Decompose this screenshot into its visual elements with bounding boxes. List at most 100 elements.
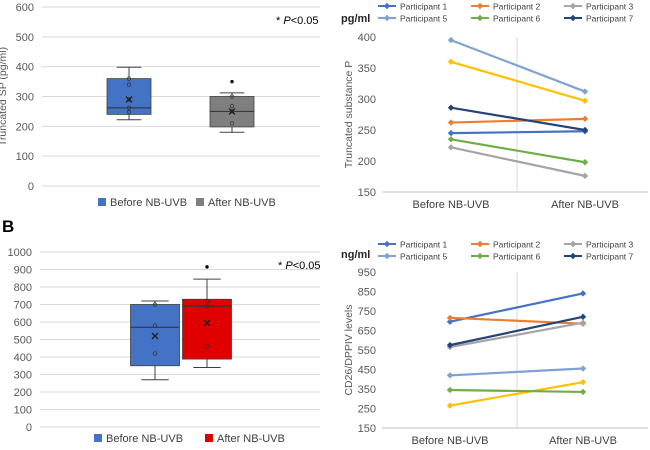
mean-marker xyxy=(228,107,236,115)
data-point xyxy=(229,94,235,99)
data-point xyxy=(229,121,235,126)
legend-label: Participant 1 xyxy=(400,240,448,250)
legend-label: Participant 2 xyxy=(493,2,541,12)
series-line xyxy=(450,60,586,102)
y-tick-label: 600 xyxy=(14,317,32,329)
y-axis-label: CD26/DPPIV levels xyxy=(343,304,355,395)
y-tick-label: 400 xyxy=(14,352,32,364)
data-point xyxy=(126,109,132,115)
annotation-part: P xyxy=(285,260,293,272)
legend-swatch xyxy=(98,198,106,206)
legend-label: Before NB-UVB xyxy=(110,197,187,209)
legend-marker xyxy=(569,252,577,260)
legend-marker xyxy=(383,2,391,10)
panel-label-b: B xyxy=(2,217,14,236)
y-tick-label: 500 xyxy=(16,32,34,44)
series-point xyxy=(447,144,455,151)
data-point xyxy=(152,351,158,356)
y-axis-label: Truncated substance P xyxy=(343,61,355,169)
series-line xyxy=(449,388,584,394)
legend-marker xyxy=(569,14,577,22)
data-point xyxy=(204,344,210,349)
x-tick-label: After NB-UVB xyxy=(551,199,619,211)
series-line xyxy=(450,106,586,132)
y-tick-label: 950 xyxy=(358,267,376,279)
annotation-part: P xyxy=(283,15,291,27)
legend-swatch xyxy=(94,434,102,442)
legend-label: After NB-UVB xyxy=(208,197,276,209)
significance-annotation: * P<0.05 xyxy=(276,15,319,27)
series-point xyxy=(579,319,587,326)
legend-label: Participant 2 xyxy=(493,240,541,250)
mean-marker xyxy=(125,96,133,103)
y-tick-label: 200 xyxy=(14,387,32,399)
legend-marker xyxy=(476,14,484,22)
legend-label: Participant 5 xyxy=(400,252,448,262)
data-point xyxy=(204,298,210,304)
y-tick-label: 1000 xyxy=(8,247,32,259)
annotation-part: * xyxy=(276,15,283,27)
data-point xyxy=(229,103,235,109)
y-tick-label: 250 xyxy=(358,404,376,416)
box xyxy=(106,78,152,115)
series-point xyxy=(581,88,589,95)
series-point xyxy=(447,119,455,126)
annotation-part: <0.05 xyxy=(293,260,321,272)
x-tick-label: Before NB-UVB xyxy=(411,435,488,447)
y-tick-label: 350 xyxy=(358,384,376,396)
unit-label: ng/ml xyxy=(341,249,370,261)
data-point xyxy=(126,82,132,87)
series-line xyxy=(449,315,584,347)
data-point xyxy=(152,302,158,307)
unit-label: pg/ml xyxy=(341,13,370,25)
series-point xyxy=(446,386,454,394)
series-line xyxy=(450,117,586,124)
series-point xyxy=(447,129,455,137)
series-point xyxy=(446,318,454,325)
legend-marker xyxy=(383,252,391,260)
legend-label: Participant 1 xyxy=(400,2,448,12)
significance-annotation: * P<0.05 xyxy=(278,260,321,272)
series-point xyxy=(581,126,589,134)
series-line xyxy=(450,130,586,135)
series-line xyxy=(449,367,584,377)
series-line xyxy=(449,381,584,407)
series-line xyxy=(449,292,584,323)
y-tick-label: 750 xyxy=(358,306,376,318)
y-tick-label: 350 xyxy=(358,63,376,75)
legend-marker xyxy=(383,240,391,248)
series-point xyxy=(446,314,454,322)
legend-label: After NB-UVB xyxy=(217,433,285,445)
y-axis-label: Truncated SP (pg/ml) xyxy=(0,47,9,146)
data-point xyxy=(126,97,132,102)
series-line xyxy=(450,138,586,164)
series-point xyxy=(579,290,587,297)
data-point xyxy=(126,76,132,81)
mean-marker xyxy=(151,332,159,340)
legend-swatch xyxy=(196,198,204,206)
data-point xyxy=(229,109,235,114)
legend-marker xyxy=(569,2,577,10)
y-tick-label: 100 xyxy=(16,151,34,163)
series-point xyxy=(581,172,589,180)
y-tick-label: 400 xyxy=(358,32,376,44)
series-point xyxy=(447,36,455,44)
series-point xyxy=(447,104,455,111)
y-tick-label: 300 xyxy=(358,94,376,106)
series-line xyxy=(450,39,586,93)
series-line xyxy=(449,316,584,325)
y-tick-label: 700 xyxy=(14,300,32,312)
legend-marker xyxy=(569,240,577,248)
legend-label: Participant 3 xyxy=(586,240,634,250)
y-tick-label: 150 xyxy=(358,187,376,199)
legend-marker xyxy=(383,14,391,22)
series-point xyxy=(579,378,587,386)
y-tick-label: 100 xyxy=(14,405,32,417)
annotation-part: * xyxy=(278,260,285,272)
y-tick-label: 850 xyxy=(358,287,376,299)
outlier-point xyxy=(205,265,209,269)
data-point xyxy=(152,323,158,328)
series-point xyxy=(579,388,587,396)
data-point xyxy=(204,304,210,309)
